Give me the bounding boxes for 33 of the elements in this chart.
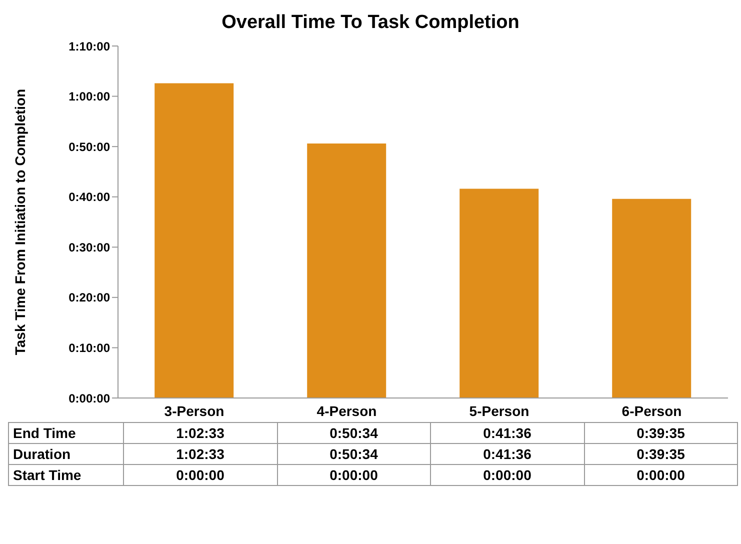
text: 0:50:34	[277, 422, 430, 444]
text: 0:00:00	[430, 464, 584, 486]
bar	[307, 144, 386, 398]
bar	[460, 188, 539, 398]
y-axis-title: Task Time From Initiation to Completion	[12, 88, 28, 356]
text: Start Time	[8, 464, 124, 486]
text: 0:00:00	[584, 464, 738, 486]
y-tick-label: 0:00:00	[68, 391, 110, 406]
text: 0:39:35	[584, 444, 738, 464]
bar	[612, 198, 692, 398]
text: 0:00:00	[124, 464, 277, 486]
x-tick-label: 3-Person	[164, 402, 224, 419]
text: Duration	[8, 444, 124, 464]
text: 0:50:34	[277, 444, 430, 464]
text: 0:41:36	[430, 444, 584, 464]
chart-title: Overall Time To Task Completion	[220, 11, 520, 35]
text: 1:02:33	[124, 422, 277, 444]
y-tick-label: 0:10:00	[68, 340, 110, 355]
y-tick-label: 0:40:00	[68, 190, 110, 204]
text: 0:41:36	[430, 422, 584, 444]
text: End Time	[8, 422, 124, 444]
y-tick-label: 1:10:00	[68, 39, 110, 54]
y-tick-label: 0:20:00	[68, 290, 110, 305]
text: 0:39:35	[584, 422, 738, 444]
x-tick-label: 4-Person	[316, 402, 377, 419]
x-tick-label: 5-Person	[469, 402, 530, 419]
x-tick-label: 6-Person	[622, 402, 682, 419]
text: 1:02:33	[124, 444, 277, 464]
y-tick-label: 0:30:00	[68, 240, 110, 254]
y-tick-label: 0:50:00	[68, 140, 110, 154]
y-tick-label: 1:00:00	[68, 90, 110, 104]
text: 0:00:00	[277, 464, 430, 486]
bar	[154, 83, 234, 398]
